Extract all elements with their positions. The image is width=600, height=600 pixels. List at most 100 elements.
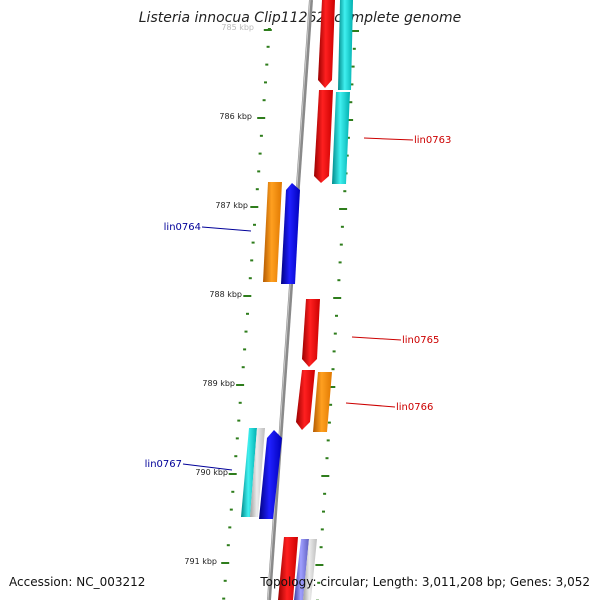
ruler-major-tick — [250, 206, 259, 208]
gene-label-lin0764[interactable]: lin0764 — [164, 222, 201, 233]
outer-ruler-dot — [315, 564, 324, 566]
tick-label-791: 791 kbp — [184, 557, 217, 566]
gene-lin0767[interactable] — [241, 428, 257, 517]
leader-lin0763 — [363, 137, 414, 141]
genome-backbone-highlight — [267, 0, 311, 600]
leader-lin0765 — [351, 336, 402, 341]
ruler-dot — [266, 45, 270, 48]
gene-lin0766[interactable] — [313, 372, 332, 432]
gene-cyan-lower[interactable] — [332, 92, 350, 184]
outer-ruler-dot — [325, 457, 329, 460]
ruler-dot — [250, 259, 254, 262]
ruler-dot — [255, 188, 259, 191]
leader-lin0766 — [345, 402, 396, 408]
gene-label-lin0767[interactable]: lin0767 — [145, 459, 182, 470]
ruler-major-tick — [221, 562, 230, 564]
outer-ruler-dot — [333, 297, 342, 299]
gene-label-lin0766[interactable]: lin0766 — [396, 402, 433, 413]
ruler-dot — [228, 526, 232, 529]
ruler-dot — [241, 366, 245, 369]
gene-slate-791[interactable] — [294, 539, 309, 600]
gene-features — [241, 0, 353, 600]
ruler-dot — [246, 312, 249, 315]
ruler-major-tick — [236, 384, 245, 386]
ruler-dot — [265, 63, 269, 66]
outer-ruler-dot — [333, 332, 337, 335]
outer-ruler-dot — [319, 546, 323, 549]
outer-ruler-dot — [323, 492, 327, 495]
ruler-dot — [237, 419, 241, 422]
outer-ruler-dot — [345, 119, 354, 121]
ruler-dot — [226, 544, 230, 547]
gene-blue-790[interactable] — [259, 430, 282, 519]
tick-label-787: 787 kbp — [215, 201, 248, 210]
outer-ruler-dot — [351, 65, 355, 68]
ruler-dot — [248, 277, 252, 280]
ruler-dot — [223, 579, 227, 582]
accession-text: Accession: NC_003212 — [9, 575, 146, 589]
ruler-dot — [243, 348, 247, 351]
ruler-dot — [244, 330, 248, 333]
outer-ruler-dot — [350, 83, 354, 86]
genome-backbone — [267, 0, 313, 600]
gene-lin0764[interactable] — [281, 183, 300, 284]
gene-label-lin0765[interactable]: lin0765 — [402, 335, 439, 346]
tick-label-789: 789 kbp — [202, 379, 235, 388]
genome-summary-text: Topology: circular; Length: 3,011,208 bp… — [260, 575, 590, 589]
tick-label-788: 788 kbp — [209, 290, 242, 299]
gene-gray-790[interactable] — [250, 428, 265, 517]
leader-lin0767 — [182, 463, 233, 471]
tick-label-785: 785 kbp — [221, 23, 254, 32]
outer-ruler-dot — [343, 190, 347, 193]
outer-ruler-dot — [352, 47, 356, 50]
ruler-dot — [222, 597, 226, 600]
gene-cyan-top[interactable] — [338, 0, 353, 90]
ruler-dot — [262, 99, 266, 102]
outer-ruler-dot — [332, 350, 336, 353]
outer-ruler-dot — [321, 475, 330, 477]
gene-red-top[interactable] — [318, 0, 335, 88]
outer-ruler-dot — [346, 136, 350, 139]
outer-ruler-dot — [327, 421, 331, 424]
ruler-major-tick — [257, 117, 266, 119]
ruler-dot — [238, 401, 242, 404]
ruler-dot — [229, 508, 233, 511]
gene-red-789[interactable] — [296, 370, 315, 430]
ruler-dot — [251, 241, 255, 244]
outer-ruler-dot — [335, 314, 338, 317]
outer-ruler-dot — [339, 208, 348, 210]
gene-red-791[interactable] — [278, 537, 298, 600]
ruler-major-tick — [263, 29, 272, 31]
outer-ruler-dot — [337, 279, 341, 282]
outer-ruler-dot — [329, 403, 333, 406]
ruler-dot — [234, 455, 238, 458]
outer-ruler-dot — [322, 510, 325, 513]
gene-label-lin0763[interactable]: lin0763 — [414, 135, 451, 146]
gene-lin0763[interactable] — [314, 90, 333, 183]
ruler-dot — [264, 81, 267, 84]
ruler-major-tick — [243, 295, 252, 297]
ruler-major-tick — [228, 473, 237, 475]
leader-lin0764 — [201, 226, 252, 232]
ruler-dot — [257, 170, 261, 173]
outer-ruler-dot — [351, 30, 359, 32]
outer-ruler-dot — [326, 439, 330, 442]
outer-ruler-dot — [339, 243, 343, 246]
tick-label-790: 790 kbp — [195, 468, 228, 477]
tick-label-786: 786 kbp — [219, 112, 252, 121]
map-title: Listeria innocua Clip11262, complete gen… — [138, 10, 462, 26]
outer-ruler-dot — [327, 386, 336, 388]
outer-ruler-dot — [317, 581, 321, 584]
ruler-major-ticks — [221, 29, 272, 564]
ruler-dot — [231, 490, 235, 493]
outer-ruler-dot — [349, 101, 353, 104]
outer-ruler-dot — [320, 528, 324, 531]
outer-ruler-dot — [338, 261, 342, 264]
outer-ruler-dot — [331, 368, 335, 371]
gene-lin0765[interactable] — [302, 299, 320, 367]
outer-ruler-dot — [340, 225, 344, 228]
gene-gray-791[interactable] — [303, 539, 317, 600]
ruler-dot — [259, 134, 263, 137]
gene-orange-787[interactable] — [263, 182, 282, 282]
